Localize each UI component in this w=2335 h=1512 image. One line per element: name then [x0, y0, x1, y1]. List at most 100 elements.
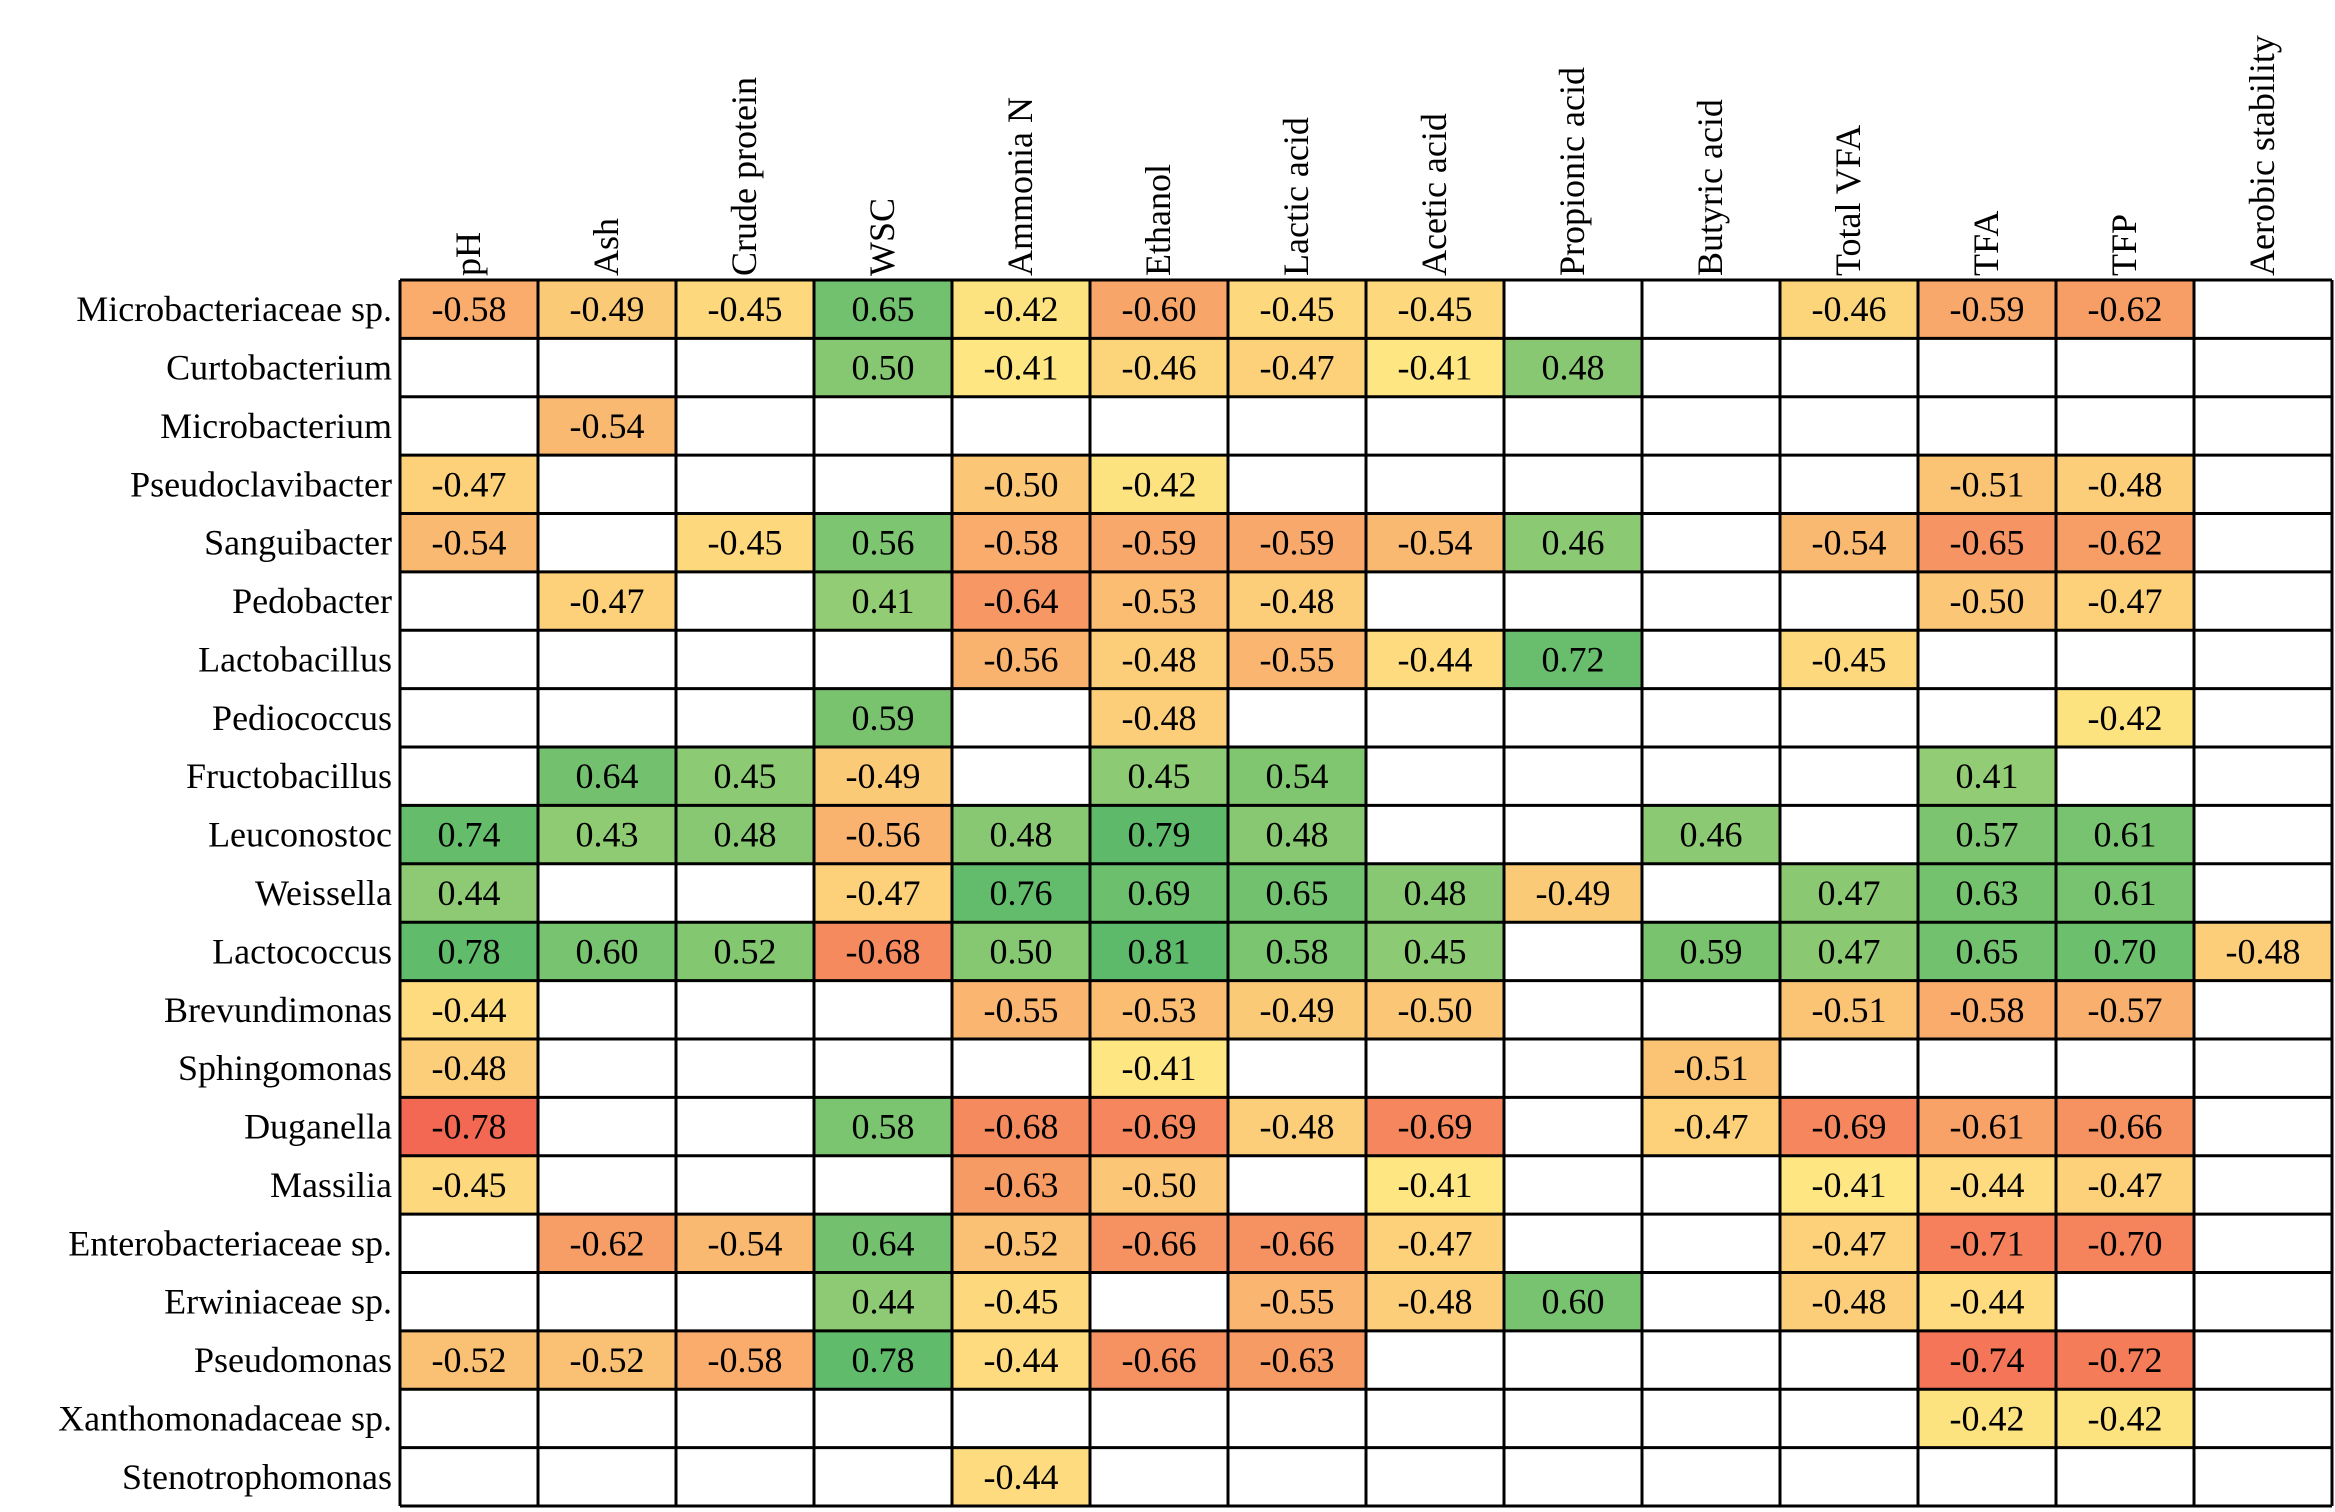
cell-value-label: 0.45 — [1404, 931, 1467, 971]
heatmap-cell — [1228, 513, 1366, 572]
heatmap-cell — [1090, 455, 1228, 514]
heatmap-cell — [2056, 922, 2194, 981]
heatmap-cell — [1780, 1038, 1918, 1098]
heatmap-cell — [1504, 338, 1642, 397]
cell-value-label: -0.50 — [1950, 581, 2025, 621]
row-label: Weissella — [255, 873, 392, 913]
row-label: Pediococcus — [212, 698, 392, 738]
heatmap-cell — [2194, 863, 2332, 923]
heatmap-cell — [1642, 396, 1780, 456]
heatmap-cell — [400, 1214, 538, 1273]
heatmap-cell — [1918, 396, 2056, 456]
heatmap-cell — [1504, 630, 1642, 689]
heatmap-cell — [814, 922, 952, 981]
heatmap-cell — [1780, 863, 1918, 923]
heatmap-cell — [1780, 1389, 1918, 1448]
cell-value-label: -0.55 — [1260, 639, 1335, 679]
heatmap-cell — [2194, 805, 2332, 864]
column-label: Propionic acid — [1552, 67, 1592, 276]
cell-value-label: -0.52 — [984, 1223, 1059, 1263]
heatmap-cell — [2056, 280, 2194, 339]
heatmap-cell — [952, 455, 1090, 514]
heatmap-cell — [400, 571, 538, 631]
cell-value-label: -0.68 — [984, 1107, 1059, 1147]
row-label: Leuconostoc — [208, 815, 392, 855]
heatmap-cell — [1918, 1155, 2056, 1215]
cell-value-label: -0.45 — [708, 289, 783, 329]
heatmap-cell — [1780, 571, 1918, 631]
heatmap-cell — [1366, 455, 1504, 514]
heatmap-cell — [400, 805, 538, 864]
heatmap-cell — [2056, 747, 2194, 806]
heatmap-cell — [400, 630, 538, 689]
heatmap-cell — [2056, 1214, 2194, 1273]
heatmap-cell — [1780, 1097, 1918, 1156]
heatmap-cell — [1366, 805, 1504, 864]
heatmap-cell — [1780, 1214, 1918, 1273]
column-label: Ash — [586, 218, 626, 276]
heatmap-cell — [1504, 1038, 1642, 1098]
cell-value-label: -0.47 — [2088, 581, 2163, 621]
heatmap-cell — [1504, 922, 1642, 981]
cell-value-label: -0.55 — [1260, 1282, 1335, 1322]
heatmap-cell — [2194, 980, 2332, 1039]
heatmap-cell — [400, 1097, 538, 1156]
heatmap-cell — [538, 1214, 676, 1273]
cell-value-label: -0.41 — [984, 348, 1059, 388]
cell-value-label: -0.48 — [1812, 1282, 1887, 1322]
heatmap-cell — [400, 1447, 538, 1506]
heatmap-cell — [400, 513, 538, 572]
heatmap-cell — [1918, 688, 2056, 748]
row-label: Massilia — [270, 1165, 392, 1205]
cell-value-label: -0.51 — [1950, 464, 2025, 504]
heatmap-cell — [952, 338, 1090, 397]
heatmap-cell — [1642, 280, 1780, 339]
column-label: Lactic acid — [1276, 117, 1316, 276]
heatmap-cell — [1504, 1214, 1642, 1273]
heatmap-cell — [1780, 280, 1918, 339]
cell-value-label: -0.54 — [432, 523, 507, 563]
cell-value-label: -0.44 — [1398, 639, 1473, 679]
heatmap-cell — [1504, 1155, 1642, 1215]
cell-value-label: -0.48 — [1260, 1107, 1335, 1147]
heatmap-cell — [676, 1214, 814, 1273]
cell-value-label: 0.65 — [1266, 873, 1329, 913]
heatmap-cell — [1918, 338, 2056, 397]
heatmap-cell — [1642, 1155, 1780, 1215]
heatmap-cell — [952, 1447, 1090, 1506]
cell-value-label: -0.42 — [2088, 1398, 2163, 1438]
cell-value-label: -0.48 — [2226, 931, 2301, 971]
cell-value-label: -0.63 — [984, 1165, 1059, 1205]
row-label: Brevundimonas — [164, 990, 392, 1030]
cell-value-label: 0.76 — [990, 873, 1053, 913]
cell-value-label: 0.50 — [990, 931, 1053, 971]
heatmap-cell — [1642, 1214, 1780, 1273]
cell-value-label: -0.44 — [984, 1340, 1059, 1380]
heatmap-cell — [1918, 1330, 2056, 1390]
cell-value-label: -0.51 — [1812, 990, 1887, 1030]
cell-value-label: -0.65 — [1950, 523, 2025, 563]
heatmap-cell — [952, 805, 1090, 864]
heatmap-cell — [676, 1272, 814, 1331]
row-label: Sanguibacter — [204, 523, 392, 563]
heatmap-cell — [1504, 1097, 1642, 1156]
heatmap-cell — [814, 280, 952, 339]
cell-value-label: -0.56 — [846, 815, 921, 855]
heatmap-cell — [538, 1155, 676, 1215]
cell-value-label: 0.48 — [990, 815, 1053, 855]
heatmap-cell — [1780, 688, 1918, 748]
heatmap-cell — [1504, 571, 1642, 631]
heatmap-cell — [952, 980, 1090, 1039]
heatmap-cell — [1504, 1330, 1642, 1390]
heatmap-cell — [1228, 1272, 1366, 1331]
row-label: Duganella — [244, 1107, 392, 1147]
cell-value-label: 0.54 — [1266, 756, 1329, 796]
heatmap-cell — [1780, 630, 1918, 689]
heatmap-cell — [814, 1214, 952, 1273]
heatmap-cell — [676, 1038, 814, 1098]
cell-value-label: -0.45 — [708, 523, 783, 563]
heatmap-cell — [676, 1330, 814, 1390]
heatmap-cell — [1918, 747, 2056, 806]
cell-value-label: -0.52 — [432, 1340, 507, 1380]
